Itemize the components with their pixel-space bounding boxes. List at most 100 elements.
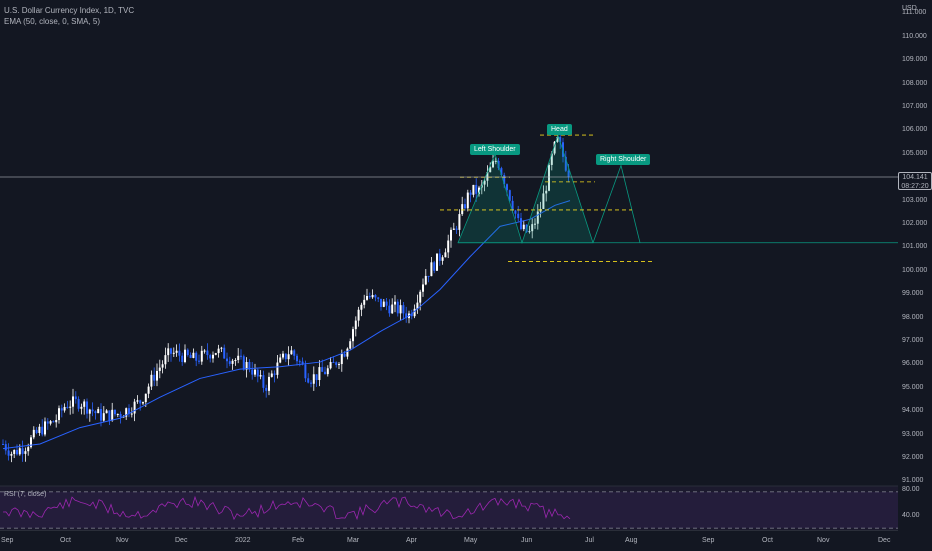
candle-body — [226, 358, 228, 362]
candle-body — [284, 353, 287, 360]
time-tick: May — [464, 537, 478, 544]
candle-body — [486, 172, 489, 181]
candle-body — [262, 375, 265, 388]
candle-body — [553, 141, 556, 154]
candle-body — [21, 448, 24, 454]
candle-body — [368, 296, 371, 298]
candle-body — [136, 400, 139, 402]
candle-body — [536, 211, 539, 224]
time-axis[interactable]: Sep Oct Nov Dec 2022 Feb Mar Apr May Jun Jul Aug Sep… — [0, 530, 898, 551]
price-tick: 94.000 — [902, 407, 924, 415]
candle-body — [478, 187, 480, 194]
candle-body — [178, 350, 181, 356]
candle-body — [46, 421, 49, 424]
projected-right-shoulder — [592, 164, 641, 243]
candle-body — [503, 174, 506, 185]
candle-body — [293, 350, 296, 356]
candle-body — [74, 396, 77, 400]
price-axis[interactable]: USD 111.000 110.000 109.000 108.000 107.000 1… — [898, 0, 932, 530]
candle-body — [18, 448, 21, 455]
candle-body — [94, 411, 97, 414]
candle-body — [279, 357, 282, 363]
candle-body — [506, 184, 508, 191]
candle-body — [360, 304, 363, 310]
candle-body — [158, 367, 161, 371]
currency-label: USD — [902, 5, 917, 12]
candle-body — [242, 356, 245, 370]
time-tick: Oct — [60, 537, 71, 544]
candle-body — [175, 350, 178, 353]
candle-body — [259, 375, 262, 377]
candle-body — [438, 253, 441, 261]
candle-body — [273, 373, 276, 375]
candle-body — [212, 354, 214, 359]
candle-body — [542, 193, 545, 210]
candle-body — [312, 374, 315, 384]
candle-body — [206, 350, 209, 356]
candle-body — [466, 192, 469, 209]
candle-body — [469, 192, 472, 195]
rsi-lower-label: 40.00 — [902, 512, 920, 519]
candle-body — [430, 262, 433, 277]
price-tick: 102.000 — [902, 220, 928, 227]
candle-body — [511, 200, 514, 211]
candle-body — [72, 396, 74, 407]
candle-body — [192, 352, 195, 358]
candle-body — [63, 406, 66, 411]
candle-body — [69, 406, 72, 408]
candle-body — [228, 361, 231, 364]
candle-body — [464, 204, 466, 209]
candle-body — [153, 374, 156, 381]
time-tick: Feb — [292, 537, 305, 544]
candle-body — [475, 184, 478, 194]
price-tick: 99.000 — [902, 290, 924, 298]
left-shoulder-label[interactable]: Left Shoulder — [470, 144, 520, 155]
candle-body — [494, 160, 497, 162]
candle-body — [114, 409, 116, 415]
candle-body — [7, 450, 10, 456]
symbol-legend[interactable]: U.S. Dollar Currency Index, 1D, TVC — [4, 6, 135, 15]
candle-body — [352, 329, 354, 342]
candle-body — [371, 295, 374, 298]
candle-body — [522, 224, 525, 230]
candle-body — [147, 386, 150, 394]
time-tick: Dec — [878, 537, 891, 544]
ema-legend[interactable]: EMA (50, close, 0, SMA, 5) — [4, 17, 101, 26]
time-tick: Nov — [817, 537, 830, 544]
candle-body — [567, 170, 570, 177]
candle-body — [545, 190, 548, 194]
candle-body — [172, 352, 175, 354]
candle-body — [559, 136, 562, 143]
candle-body — [458, 214, 461, 230]
right-shoulder-label[interactable]: Right Shoulder — [596, 154, 651, 165]
candle-body — [548, 164, 550, 191]
candle-body — [290, 350, 293, 355]
candle-body — [282, 353, 284, 358]
candle-body — [248, 362, 251, 370]
time-tick: 2022 — [235, 537, 251, 544]
candle-body — [436, 253, 438, 271]
rsi-legend[interactable]: RSI (7, close) — [4, 491, 47, 498]
price-tick: 106.000 — [902, 126, 928, 134]
time-tick: Aug — [625, 537, 638, 544]
candle-body — [125, 408, 128, 417]
candle-body — [556, 136, 559, 142]
rsi-band-fill — [0, 492, 898, 528]
candle-body — [422, 284, 424, 292]
candle-body — [500, 168, 503, 175]
time-tick: Mar — [347, 537, 360, 544]
candle-body — [186, 349, 189, 355]
candle-body — [80, 406, 83, 409]
candle-body — [335, 362, 338, 365]
candle-body — [270, 373, 273, 377]
price-tick: 109.000 — [902, 56, 928, 64]
price-tick: 93.000 — [902, 430, 924, 438]
candle-body — [461, 204, 464, 215]
candle-body — [2, 443, 4, 445]
candle-body — [77, 399, 80, 409]
candle-body — [483, 180, 486, 185]
head-label[interactable]: Head — [547, 124, 572, 135]
candle-body — [265, 387, 268, 391]
candle-body — [354, 320, 357, 330]
